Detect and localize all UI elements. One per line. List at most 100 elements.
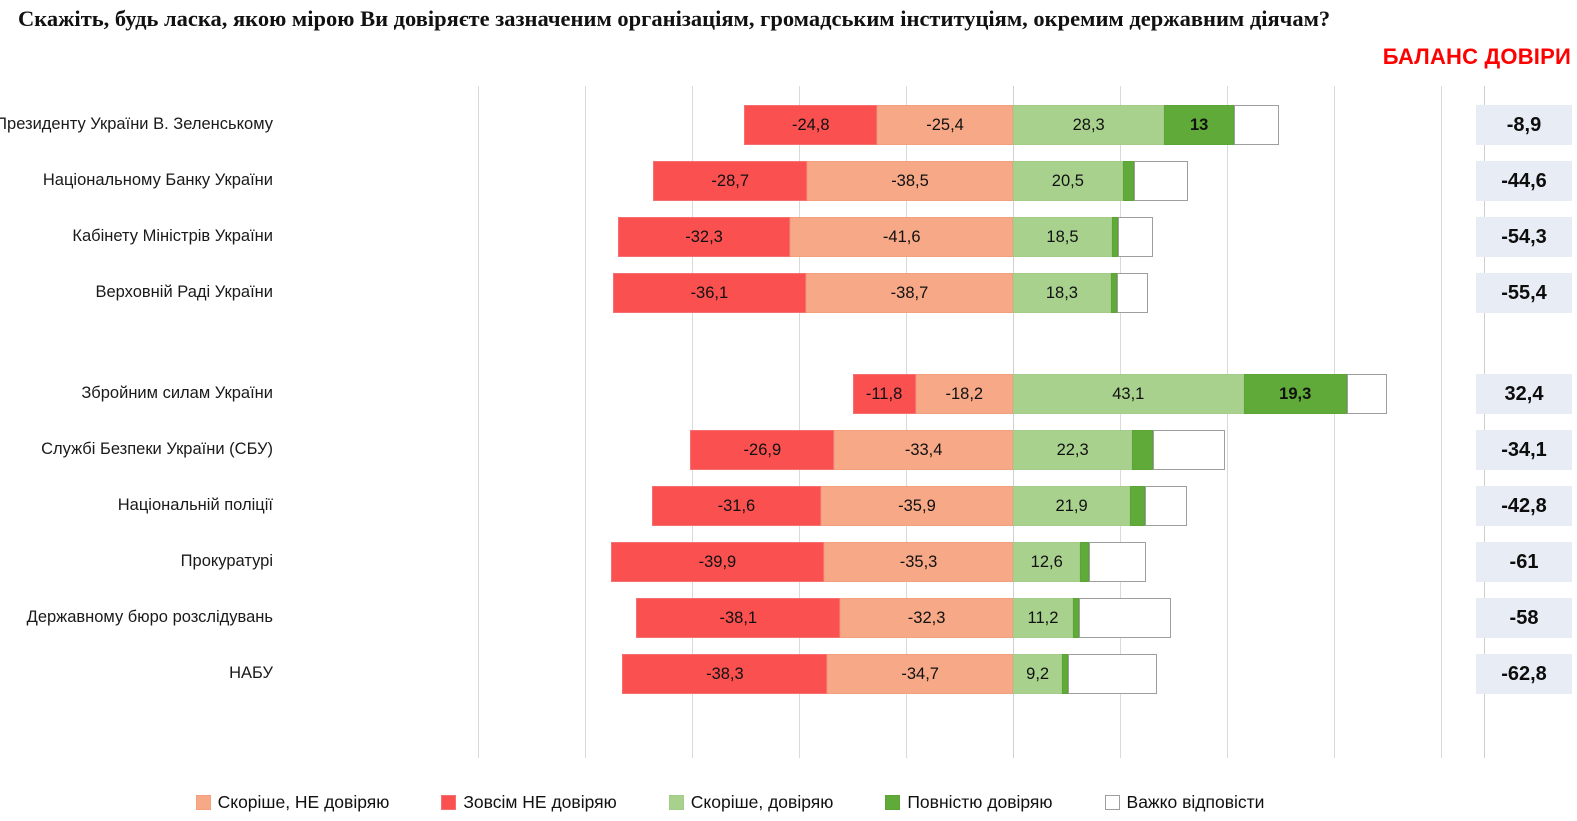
bar-segment-fully-trust: 13 — [1164, 105, 1234, 145]
bar-segment-rather-distrust: -35,3 — [824, 542, 1013, 582]
category-label: Президенту України В. Зеленському — [0, 115, 273, 133]
bar-segment-hard-to-say — [1116, 273, 1148, 313]
bar-segment-value: 13 — [1189, 115, 1209, 134]
bar-segment-fully-trust: 3,9 — [1132, 430, 1179, 470]
balance-column: -8,9 -44,6 -54,3 -55,4 32,4 -34,1 -42,8 -61 -58 -… — [1470, 86, 1577, 758]
gridline--60 — [692, 86, 693, 758]
gridline-60 — [1334, 86, 1335, 758]
bar-segment-value: 21,9 — [1055, 496, 1088, 515]
bar-segment-value: 43,1 — [1112, 384, 1145, 403]
category-label: Верховній Раді України — [95, 283, 274, 301]
bar-segment-strongly-distrust: -24,8 — [744, 105, 878, 145]
legend-label: Зовсім НЕ довіряю — [463, 791, 617, 812]
bar-row: -38,5 -28,7 20,5 2,1 — [0, 161, 1460, 201]
bar-segment-rather-distrust: -35,9 — [820, 486, 1013, 526]
bar-segment-value: -25,4 — [926, 115, 964, 134]
chart-plot-area: Президенту України В. Зеленському Націона… — [0, 86, 1460, 758]
legend-swatch-icon — [1104, 794, 1120, 810]
page-title: Скажіть, будь ласка, якою мірою Ви довір… — [18, 6, 1331, 31]
gridline--100 — [478, 86, 479, 758]
bar-segment-strongly-distrust: -38,1 — [636, 598, 841, 638]
bar-segment-strongly-distrust: -11,8 — [852, 374, 916, 414]
balance-value-cell: -8,9 — [1476, 105, 1572, 145]
bar-segment-value: 12,6 — [1030, 552, 1063, 571]
bar-segment-rather-trust: 18,3 — [1013, 273, 1111, 313]
balance-value-cell: -54,3 — [1476, 217, 1572, 257]
bar-segment-rather-trust: 20,5 — [1013, 161, 1123, 201]
bar-segment-value: -33,4 — [904, 440, 943, 459]
axis-zero-line — [1013, 86, 1014, 758]
bar-segment-rather-distrust: -18,2 — [915, 374, 1013, 414]
bar-segment-value: -35,9 — [898, 496, 936, 515]
bar-segment-value: -34,7 — [901, 664, 939, 683]
gridline--80 — [585, 86, 586, 758]
bar-segment-value: 9,2 — [1026, 664, 1050, 683]
bar-segment-fully-trust: 1,6 — [1080, 542, 1115, 582]
bar-segment-rather-trust: 9,2 — [1013, 654, 1063, 694]
chart-legend: Скоріше, НЕ довіряю Зовсім НЕ довіряю Скор… — [0, 786, 1460, 818]
category-label: Державному бюро розслідувань — [26, 608, 273, 626]
bar-segment-value: -38,1 — [719, 608, 758, 627]
legend-item-rather-distrust[interactable]: Скоріше, НЕ довіряю — [195, 792, 389, 813]
bar-segment-value: -36,1 — [690, 283, 729, 302]
gridline-40 — [1227, 86, 1228, 758]
bar-segment-fully-trust: 2,8 — [1130, 486, 1171, 526]
bar-segment-hard-to-say — [1079, 598, 1172, 638]
bar-segment-value: -35,3 — [899, 552, 938, 571]
bar-segment-value: -31,6 — [717, 496, 756, 515]
bar-segment-value: -24,8 — [791, 115, 830, 134]
bar-segment-value: 18,5 — [1046, 227, 1079, 246]
bar-segment-hard-to-say — [1346, 374, 1388, 414]
bar-segment-rather-trust: 18,5 — [1013, 217, 1112, 257]
gridline-80 — [1441, 86, 1442, 758]
bar-row: -33,4 -26,9 22,3 3,9 — [0, 430, 1460, 470]
legend-item-fully-trust[interactable]: Повністю довіряю — [885, 791, 1053, 813]
bar-row: -35,3 -39,9 12,6 1,6 — [0, 542, 1460, 582]
bar-segment-value: -26,9 — [743, 440, 782, 459]
category-label: Кабінету Міністрів України — [72, 227, 273, 245]
bar-segment-rather-trust: 11,2 — [1013, 598, 1073, 638]
gridline-20 — [1120, 86, 1121, 758]
bar-segment-rather-distrust: -33,4 — [834, 430, 1013, 470]
bar-segment-rather-trust: 22,3 — [1013, 430, 1133, 470]
bar-segment-strongly-distrust: -36,1 — [612, 273, 806, 313]
bar-segment-value: 20,5 — [1051, 171, 1084, 190]
bar-segment-value: 18,3 — [1045, 283, 1078, 302]
bar-row: -35,9 -31,6 21,9 2,8 — [0, 486, 1460, 526]
gridline--20 — [906, 86, 907, 758]
legend-item-strongly-distrust[interactable]: Зовсім НЕ довіряю — [441, 791, 617, 813]
balance-column-header: БАЛАНС ДОВІРИ — [1382, 44, 1571, 69]
bar-segment-strongly-distrust: -26,9 — [690, 430, 835, 470]
bar-segment-hard-to-say — [1067, 654, 1158, 694]
bar-segment-hard-to-say — [1145, 486, 1187, 526]
balance-value-cell: -58 — [1476, 598, 1572, 638]
bar-segment-rather-trust: 43,1 — [1013, 374, 1244, 414]
bar-segment-hard-to-say — [1088, 542, 1146, 582]
bar-segment-strongly-distrust: -28,7 — [653, 161, 807, 201]
balance-value-cell: -55,4 — [1476, 273, 1572, 313]
legend-label: Повністю довіряю — [907, 791, 1053, 812]
bar-segment-rather-distrust: -32,3 — [840, 598, 1013, 638]
legend-swatch-icon — [195, 794, 211, 810]
category-label: Збройним силам України — [81, 384, 273, 402]
bar-segment-value: 19,3 — [1279, 384, 1312, 403]
legend-item-rather-trust[interactable]: Скоріше, довіряю — [668, 792, 833, 813]
balance-value-cell: -44,6 — [1476, 161, 1572, 201]
category-label: Прокуратурі — [180, 552, 273, 570]
legend-swatch-icon — [441, 794, 457, 810]
bar-segment-hard-to-say — [1133, 161, 1189, 201]
bar-segment-rather-trust: 12,6 — [1013, 542, 1081, 582]
legend-item-hard-to-say[interactable]: Важко відповісти — [1104, 791, 1265, 813]
bar-segment-strongly-distrust: -32,3 — [617, 217, 791, 257]
bar-segment-value: -41,6 — [882, 227, 921, 246]
balance-column-divider — [1484, 86, 1485, 758]
bar-segment-rather-trust: 21,9 — [1013, 486, 1131, 526]
bar-row: -41,6-32,318,51,1 — [0, 217, 1460, 257]
bar-segment-value: 11,2 — [1027, 608, 1059, 627]
bar-segment-value: -38,3 — [706, 664, 744, 683]
legend-label: Важко відповісти — [1126, 791, 1265, 812]
bar-segment-strongly-distrust: -39,9 — [610, 542, 825, 582]
bar-segment-rather-distrust: -34,7 — [827, 654, 1013, 694]
gridline--40 — [799, 86, 800, 758]
bar-row: -34,7-38,39,21 — [0, 654, 1460, 694]
